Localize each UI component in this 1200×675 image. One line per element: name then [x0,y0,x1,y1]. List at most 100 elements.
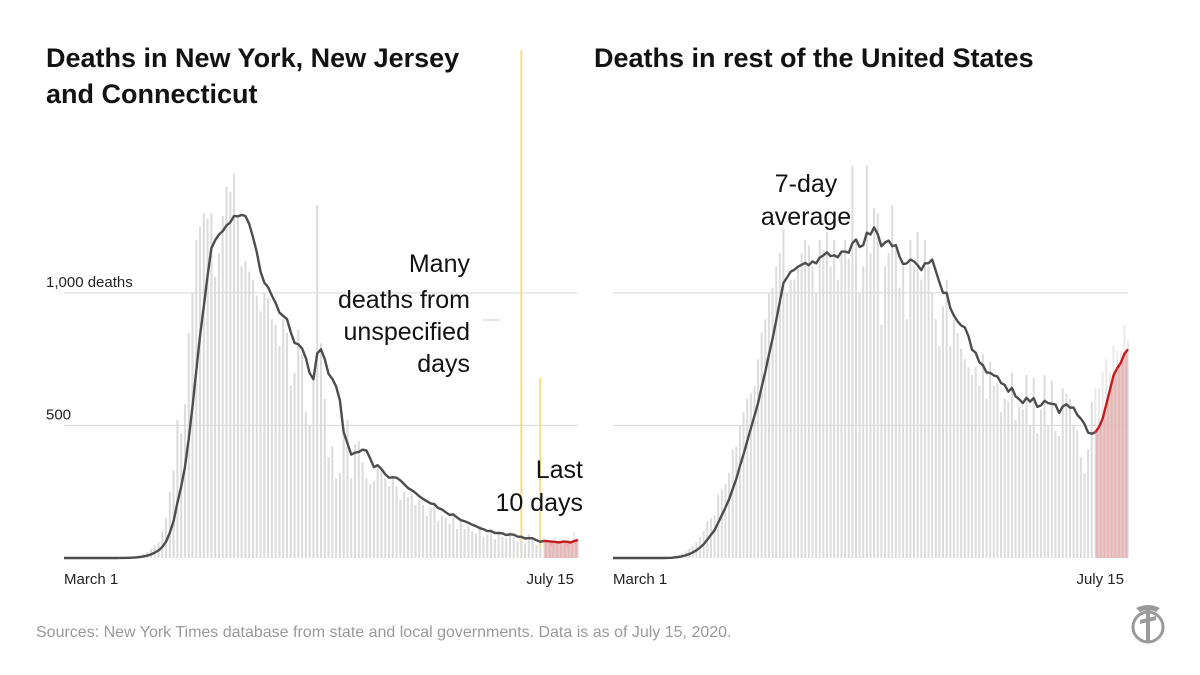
daily-bar [561,539,564,558]
daily-bar [512,536,515,558]
daily-bar [440,515,443,558]
spike-bar-1 [539,377,542,558]
daily-bar [493,539,496,558]
daily-bar [1025,375,1028,558]
daily-bar [263,292,266,558]
daily-bar [180,433,183,558]
daily-bar [876,213,879,558]
daily-bar [463,528,466,558]
daily-bar [569,542,572,558]
daily-bar [467,526,470,558]
daily-bar [1097,388,1100,558]
daily-bar [399,499,402,558]
daily-bar [1127,340,1129,558]
daily-bar [894,245,897,559]
daily-bar [452,512,455,558]
daily-bar [327,457,330,558]
daily-bar [414,504,417,558]
annotation-line-4: days [417,350,470,378]
daily-bar [444,518,447,558]
daily-bar [176,420,179,558]
daily-bar [1036,433,1039,558]
daily-bar [346,420,349,558]
annotation-last-line-2: 10 days [495,489,583,517]
daily-bar [244,261,247,558]
daily-bar [865,165,868,558]
daily-bar [1054,430,1057,558]
daily-bar [202,213,205,558]
daily-bar [505,538,508,558]
daily-bar [527,534,530,558]
average-line [613,226,1096,560]
daily-bar [767,292,770,558]
daily-bar [923,239,926,558]
daily-bar [905,319,908,558]
daily-bar [206,218,209,558]
daily-bar [335,478,338,558]
daily-bar [270,319,273,558]
annotation-line-3: unspecified [344,318,470,346]
daily-bar [365,478,368,558]
daily-bar [800,253,803,558]
daily-bar [1108,372,1111,558]
annotation-last-line-1: Last [536,456,583,484]
daily-bar [1065,393,1068,558]
daily-bar [1072,425,1075,558]
daily-bar [971,375,974,558]
daily-bar [1043,375,1046,558]
daily-bar [1039,409,1042,558]
daily-bar [1000,412,1003,558]
daily-bar [949,345,952,558]
daily-bar [1010,372,1013,558]
daily-bar [448,523,451,558]
daily-bar [1087,449,1090,558]
annotation-line-1: Many [409,250,471,278]
daily-bar [742,412,745,558]
daily-bar [807,245,810,559]
daily-bar [516,542,519,558]
daily-bar [873,208,876,559]
daily-bar [938,345,941,558]
annotation-7-day-average: 7-day average [761,170,851,231]
y-tick-label-1000: 1,000 deaths [46,274,133,291]
daily-bar [282,319,285,558]
daily-bar [782,229,785,558]
daily-bar [486,534,489,558]
daily-bar [847,258,850,558]
daily-bar [942,306,945,558]
daily-bar [996,383,999,558]
daily-bar [410,494,413,558]
daily-bar [319,343,323,558]
daily-bar [1058,436,1061,558]
daily-bar [891,205,894,558]
daily-bar [357,441,360,558]
annotation-last-10-days: Last 10 days [495,456,583,517]
daily-bar [992,385,995,558]
daily-bar [403,491,406,558]
daily-bar [565,547,568,558]
daily-bar [251,279,255,558]
daily-bar [952,319,955,558]
daily-bar [429,507,432,558]
daily-bar [731,449,734,558]
daily-bar [1047,425,1050,558]
daily-bar [361,462,364,558]
daily-bar [524,543,527,558]
daily-bar [909,239,912,558]
daily-bar [369,483,372,558]
daily-bar [833,239,836,558]
daily-bar [1105,359,1108,558]
daily-bar [898,287,901,558]
daily-bar [1094,388,1097,558]
daily-bar [301,353,304,558]
daily-bar [199,226,202,559]
daily-bar [539,547,542,558]
daily-bar [989,361,992,558]
daily-bar [289,385,292,558]
daily-bar [804,239,807,558]
daily-bar [829,266,832,558]
daily-bar [259,311,262,558]
daily-bar [293,372,296,558]
daily-bar [459,520,462,558]
daily-bar [508,531,512,558]
